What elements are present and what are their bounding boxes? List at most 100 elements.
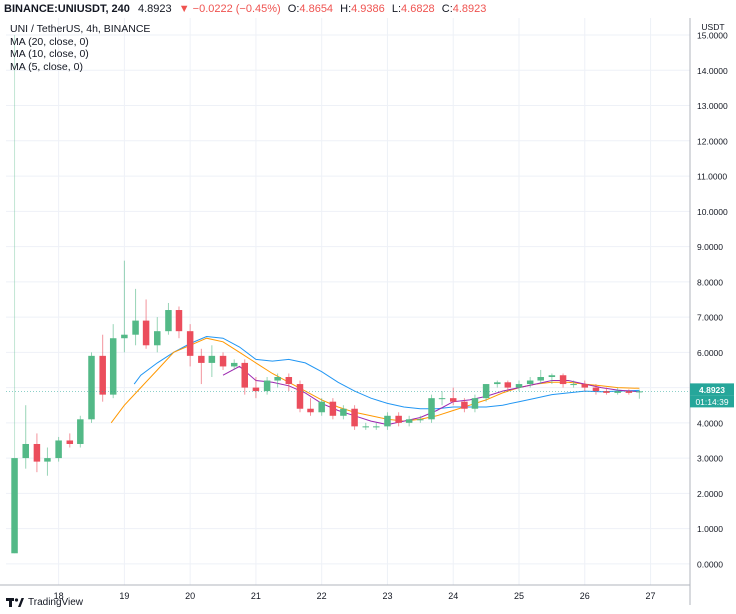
candle-down [142,299,150,349]
candle-body [109,338,117,395]
y-tick-label: 3.0000 [697,454,723,464]
footer-brand[interactable]: TradingView [28,596,84,608]
candle-body [405,419,413,423]
y-tick-label: 0.0000 [697,559,723,569]
candle-body [186,331,194,356]
candle-down [461,398,468,413]
candle-down [33,433,41,473]
legend-ma10[interactable]: MA (10, close, 0) [10,48,89,60]
candle-up [405,415,413,427]
candle-up [55,436,62,462]
last-price: 4.8923 [137,3,172,15]
candle-body [395,415,402,423]
candle-body [362,426,370,428]
candle-up [154,317,161,353]
candle-body [99,355,106,395]
candle-down [395,412,402,427]
candle-up [384,412,391,430]
candle-up [11,35,18,554]
candle-body [340,408,347,416]
countdown-box [690,395,734,408]
candle-body [592,387,600,392]
candle-down [99,334,106,402]
ma20-line [133,335,640,410]
x-tick-label: 27 [646,591,656,601]
y-tick-label: 13.0000 [697,101,728,111]
candle-body [88,355,95,420]
candle-up [88,352,95,423]
candle-down [504,380,512,392]
candle-up [44,447,51,476]
candle-up [471,394,479,413]
candle-body [175,310,183,332]
candle-up [165,302,172,335]
candle-up [208,345,216,378]
candle-body [241,362,248,388]
candle-up [22,405,29,469]
candle-body [428,398,435,420]
y-tick-label: 6.0000 [697,348,723,358]
candle-body [165,310,172,332]
candle-body [11,458,18,554]
candle-body [351,408,358,427]
candle-up [263,377,271,395]
candle-down [581,380,589,392]
legend-title[interactable]: UNI / TetherUS, 4h, BINANCE [10,23,151,35]
candle-body [614,391,621,393]
x-tick-label: 26 [580,591,590,601]
candle-body [296,384,304,409]
candle-down [449,387,457,406]
candle-body [438,398,446,400]
ma10-line [110,337,640,424]
x-tick-label: 24 [448,591,458,601]
x-tick-label: 19 [119,591,129,601]
price-label-box [690,383,734,396]
tradingview-logo-icon [6,597,24,607]
candle-body [263,380,271,392]
y-tick-label: 14.0000 [697,66,728,76]
candle-body [570,384,577,386]
candle-body [449,398,457,402]
candle-body [471,398,479,409]
countdown-label: 01:14:39 [695,397,728,407]
candle-up [132,288,139,346]
candle-body [230,362,238,367]
candle-body [625,391,633,393]
candle-down [252,377,260,399]
y-tick-label: 2.0000 [697,489,723,499]
price-chart[interactable]: 0.00001.00002.00003.00004.00005.00006.00… [0,18,736,614]
candle-body [384,415,391,427]
candle-up [537,369,544,385]
candle-up [515,380,523,392]
candle-up [570,380,577,388]
candle-up [548,373,556,385]
candle-up [230,359,238,370]
candle-down [625,389,633,395]
candle-down [307,398,314,416]
legend-ma20[interactable]: MA (20, close, 0) [10,35,89,48]
candle-body [208,355,216,363]
candle-body [373,426,380,428]
y-tick-label: 1.0000 [697,524,723,534]
open-value: 4.8654 [299,3,334,15]
candle-up [428,394,435,423]
candle-down [351,405,358,430]
x-tick-label: 21 [251,591,261,601]
y-tick-label: 12.0000 [697,136,728,146]
candle-down [66,433,74,448]
candle-body [132,320,139,335]
candle-down [329,398,337,420]
candle-body [603,391,610,393]
candle-down [219,352,227,370]
candle-up [274,373,281,388]
candle-body [274,377,281,381]
candle-body [417,419,424,421]
candle-body [33,443,41,462]
candle-body [121,334,128,339]
x-tick-label: 22 [317,591,327,601]
candles [11,35,643,554]
y-tick-label: 4.0000 [697,418,723,428]
symbol-label[interactable]: BINANCE:UNIUSDT, 240 [4,3,130,15]
candle-body [504,382,512,388]
legend-ma5[interactable]: MA (5, close, 0) [10,60,83,73]
